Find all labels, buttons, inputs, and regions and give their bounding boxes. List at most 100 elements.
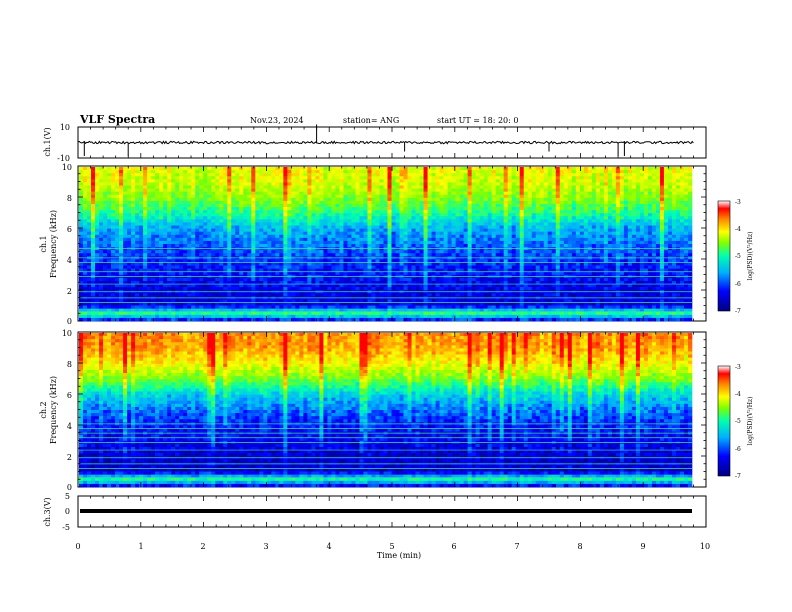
spectrogram-cell — [343, 240, 348, 245]
spectrogram-cell — [395, 213, 400, 217]
spectrogram-cell — [399, 262, 404, 266]
spectrogram-cell — [611, 167, 617, 171]
spectrogram-cell — [319, 219, 324, 223]
spectrogram-cell — [95, 191, 100, 196]
spectrogram-cell — [619, 222, 625, 226]
spectrogram-cell — [507, 182, 513, 186]
spectrogram-cell — [99, 194, 104, 199]
spectrogram-cell — [79, 185, 84, 189]
spectrogram-cell — [655, 203, 661, 208]
spectrogram-cell — [687, 170, 693, 174]
spectrogram-cell — [287, 225, 292, 229]
spectrogram-cell — [435, 219, 440, 223]
spectrogram-cell — [547, 194, 553, 199]
spectrogram-cell — [415, 213, 420, 217]
spectrogram-cell — [683, 182, 689, 186]
spectrogram-cell — [87, 225, 92, 229]
spectrogram-cell — [259, 179, 264, 183]
spectrogram-cell — [291, 176, 296, 180]
spectrogram-cell — [371, 228, 376, 232]
spectrogram-cell — [499, 222, 504, 226]
spectrogram-cell — [243, 216, 248, 220]
spectrogram-cell — [227, 170, 232, 174]
spectrogram-cell — [363, 219, 368, 223]
spectrogram-cell — [91, 216, 96, 220]
spectrogram-cell — [347, 167, 352, 171]
spectrogram-cell — [219, 170, 224, 174]
spectrogram-cell — [171, 194, 176, 199]
spectrogram-cell — [555, 188, 561, 192]
spectrogram-cell — [611, 219, 617, 223]
spectrogram-cell — [575, 234, 581, 239]
spectrogram-cell — [487, 228, 492, 232]
spectrogram-cell — [687, 173, 693, 177]
spectrogram-cell — [359, 228, 364, 232]
spectrogram-cell — [487, 210, 492, 214]
spectrogram-cell — [595, 179, 601, 183]
spectrogram-cell — [567, 197, 573, 202]
spectrogram-cell — [235, 231, 240, 236]
spectrogram-cell — [275, 265, 280, 269]
spectrogram-cell — [567, 200, 573, 205]
spectrogram-cell — [339, 225, 344, 229]
spectrogram-cell — [499, 197, 504, 202]
spectrogram-cell — [371, 173, 376, 177]
spectrogram-cell — [511, 216, 517, 220]
spectrogram-cell — [571, 213, 577, 217]
spectrogram-cell — [459, 234, 464, 239]
spectrogram-cell — [519, 207, 525, 211]
spectrogram-cell — [583, 191, 589, 196]
spectrogram-cell — [347, 253, 352, 257]
spectrogram-cell — [651, 213, 657, 217]
spectrogram-cell — [143, 262, 148, 266]
spectrogram-cell — [339, 262, 344, 266]
spectrogram-cell — [439, 231, 444, 236]
spectrogram-cell — [487, 203, 492, 208]
spectrogram-cell — [219, 191, 224, 196]
spectrogram-cell — [671, 225, 677, 229]
spectrogram-cell — [635, 222, 641, 226]
spectrogram-cell — [363, 207, 368, 211]
spectrogram-cell — [411, 170, 416, 174]
spectrogram-cell — [163, 228, 168, 232]
spectrogram-cell — [319, 191, 324, 196]
spectrogram-cell — [247, 194, 252, 199]
spectrogram-cell — [527, 179, 533, 183]
spectrogram-cell — [123, 231, 128, 236]
spectrogram-cell — [231, 262, 236, 266]
spectrogram-cell — [331, 203, 336, 208]
spectrogram-cell — [507, 213, 513, 217]
spectrogram-cell — [399, 197, 404, 202]
spectrogram-cell — [103, 176, 108, 180]
spectrogram-cell — [331, 234, 336, 239]
spectrogram-cell — [671, 210, 677, 214]
spectrogram-cell — [195, 222, 200, 226]
spectrogram-cell — [599, 253, 605, 257]
spectrogram-cell — [83, 244, 88, 248]
spectrogram-cell — [175, 250, 180, 254]
spectrogram-cell — [223, 207, 228, 211]
spectrogram-cell — [651, 203, 657, 208]
spectrogram-cell — [395, 244, 400, 248]
spectrogram-cell — [567, 185, 573, 189]
spectrogram-cell — [499, 225, 504, 229]
spectrogram-cell — [195, 182, 200, 186]
spectrogram-cell — [91, 188, 96, 192]
spectrogram-cell — [551, 250, 557, 254]
spectrogram-cell — [331, 185, 336, 189]
spectrogram-cell — [87, 216, 92, 220]
spectrogram-cell — [91, 237, 96, 242]
spectrogram-cell — [359, 265, 364, 269]
spectrogram-cell — [315, 237, 320, 242]
spectrogram-cell — [399, 182, 404, 186]
spectrogram-cell — [179, 216, 184, 220]
spectrogram-cell — [111, 182, 116, 186]
spectrogram-cell — [295, 176, 300, 180]
spectrogram-cell — [531, 253, 537, 257]
spectrogram-cell — [659, 262, 665, 266]
spectrogram-cell — [635, 170, 641, 174]
spectrogram-cell — [139, 200, 144, 205]
spectrogram-cell — [507, 262, 513, 266]
spectrogram-cell — [555, 231, 561, 236]
spectrogram-cell — [231, 259, 236, 263]
